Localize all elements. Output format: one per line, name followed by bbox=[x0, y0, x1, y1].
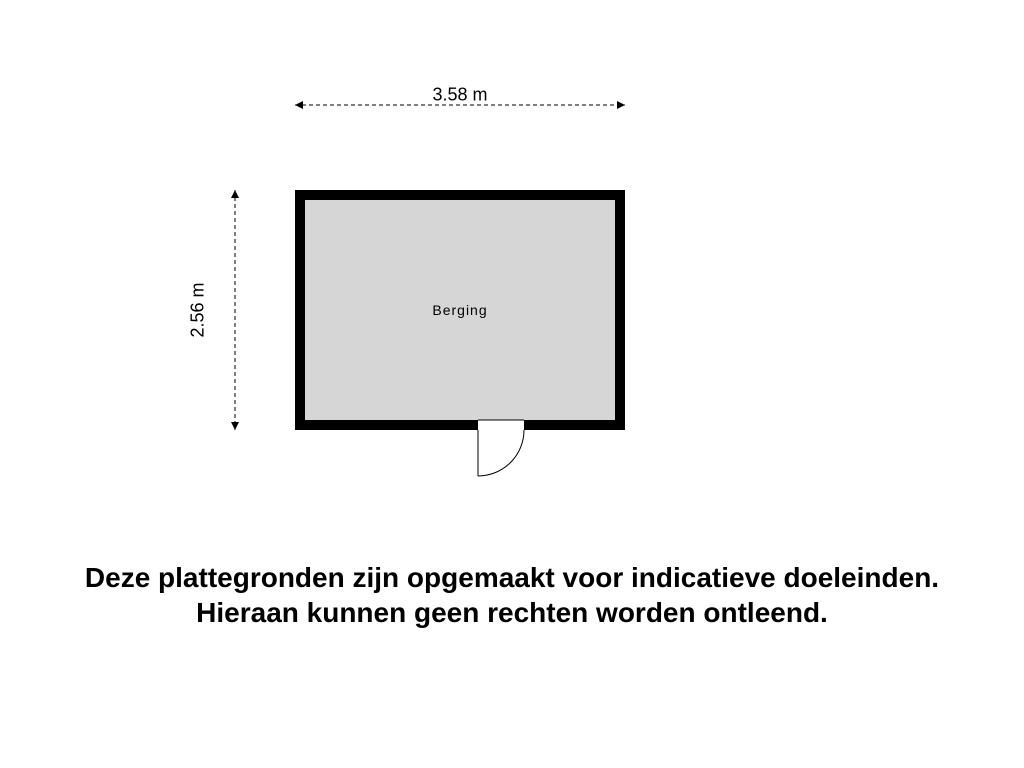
dimension-height-label: 2.56 m bbox=[188, 282, 209, 337]
room-label: Berging bbox=[432, 302, 487, 318]
floorplan-canvas: Berging 3.58 m 2.56 m Deze plattegronden… bbox=[0, 0, 1024, 768]
disclaimer-line2: Hieraan kunnen geen rechten worden ontle… bbox=[196, 597, 828, 628]
disclaimer-text: Deze plattegronden zijn opgemaakt voor i… bbox=[0, 560, 1024, 630]
disclaimer-line1: Deze plattegronden zijn opgemaakt voor i… bbox=[85, 562, 939, 593]
dimension-width-label: 3.58 m bbox=[432, 85, 487, 106]
